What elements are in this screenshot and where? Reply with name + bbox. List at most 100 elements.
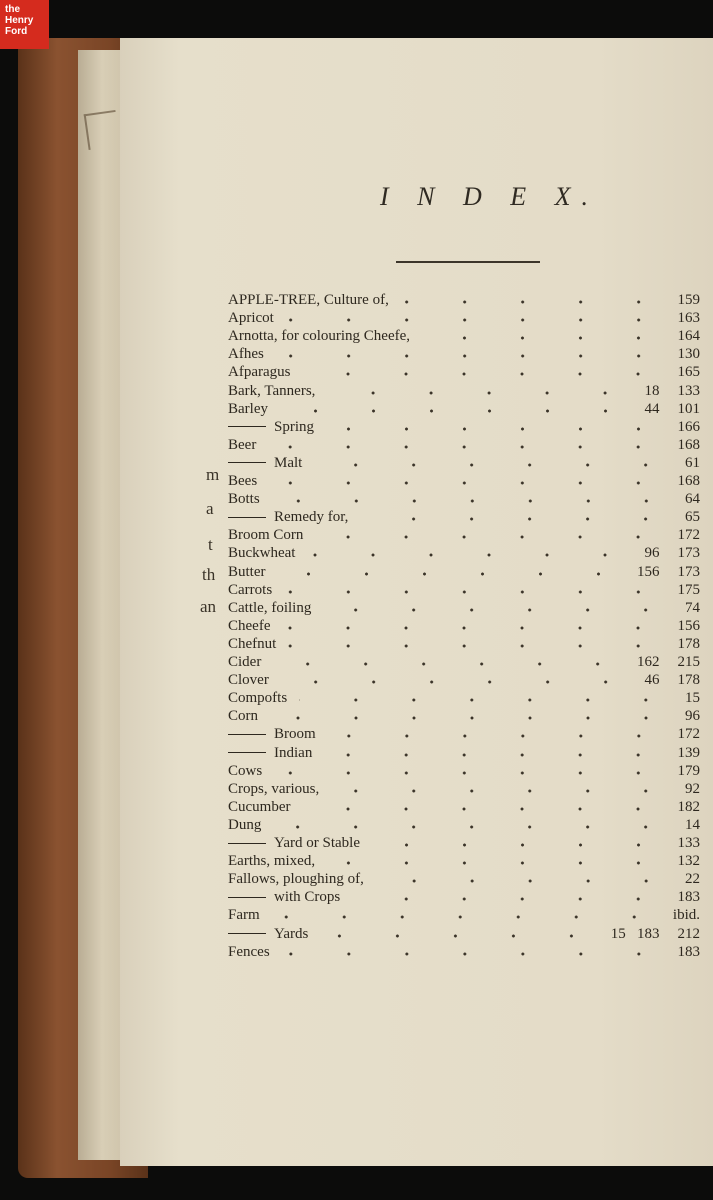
entry-pages: 44 101: [645, 400, 701, 418]
index-entry: Afhes 130: [228, 345, 700, 363]
entry-page-number: 178: [677, 635, 701, 652]
entry-page-number: 179: [677, 762, 701, 779]
entry-label-text: Compofts: [228, 690, 288, 707]
leader-dots: [307, 553, 635, 558]
leader-dots: [323, 607, 675, 612]
ditto-dash: [228, 933, 266, 934]
index-entry: Beer 168: [228, 436, 700, 454]
entry-page-number: 130: [677, 346, 701, 363]
leader-dots: [281, 951, 668, 956]
leader-dots: [352, 897, 668, 902]
entry-page-number: 22: [685, 871, 700, 888]
entry-label-text: Spring: [274, 418, 315, 435]
entry-label: Crops, various,: [228, 780, 319, 798]
index-entry: Barley 44 101: [228, 400, 700, 418]
entry-pages: 175: [678, 581, 701, 599]
entry-label-text: Carrots: [228, 581, 273, 598]
ditto-dash: [228, 426, 266, 428]
index-entry: Corn 96: [228, 707, 700, 725]
entry-label: Remedy for,: [228, 508, 348, 526]
entry-page-number: 166: [677, 418, 701, 435]
logo-text: Henry: [5, 15, 34, 26]
leader-dots: [270, 716, 675, 721]
entry-page-number: 159: [677, 292, 701, 308]
entry-page-number: 178: [677, 672, 701, 689]
entry-pages: 159: [678, 291, 701, 309]
entry-label: Broom Corn: [228, 526, 303, 544]
entry-label-text: Fallows, ploughing of,: [228, 871, 364, 888]
leader-dots: [268, 444, 668, 449]
entry-label: Cider: [228, 653, 261, 671]
entry-label: Malt: [228, 454, 302, 472]
facing-page-fragment: an: [200, 597, 217, 616]
entry-pages: 92: [685, 780, 700, 798]
entry-label: Farm: [228, 906, 260, 924]
leader-dots: [302, 372, 668, 377]
entry-label: Dung: [228, 816, 261, 834]
entry-extra-pages: 46: [644, 672, 660, 689]
index-entry: Spring 166: [228, 418, 700, 436]
leader-dots: [320, 933, 601, 938]
entry-label: Compofts: [228, 689, 287, 707]
index-entry: Remedy for, 65: [228, 508, 700, 526]
title-rule: [396, 261, 540, 263]
leader-dots: [314, 462, 675, 467]
entry-pages: 172: [678, 526, 701, 544]
entry-pages: 96: [685, 707, 700, 725]
entry-label-text: Farm: [228, 907, 260, 924]
entry-label: APPLE-TREE, Culture of,: [228, 291, 389, 309]
entry-label-text: with Crops: [274, 889, 341, 906]
entry-page-number: 168: [677, 473, 701, 489]
ditto-dash: [228, 733, 266, 735]
entry-label: Arnotta, for colouring Cheefe,: [228, 327, 410, 345]
leader-dots: [422, 336, 668, 341]
index-entry: Chefnut 178: [228, 635, 700, 653]
entry-label-text: Broom: [274, 726, 316, 743]
index-entry: APPLE-TREE, Culture of, 159: [228, 291, 700, 309]
entry-pages: 178: [678, 635, 701, 653]
ditto-dash: [228, 752, 266, 753]
leader-dots: [315, 535, 668, 540]
entry-page-number: 61: [685, 454, 700, 471]
entry-label-text: Indian: [274, 744, 313, 761]
entry-label: Fallows, ploughing of,: [228, 870, 364, 888]
index-entry: Carrots 175: [228, 581, 700, 599]
entry-pages: 166: [678, 418, 701, 436]
entry-page-number: 164: [677, 328, 701, 345]
book-page: [120, 38, 713, 1166]
entry-label: Beer: [228, 436, 256, 454]
entry-label-text: Cattle, foiling: [228, 599, 312, 616]
entry-label-text: Beer: [228, 436, 257, 453]
entry-pages: 61: [685, 454, 700, 472]
index-entry: Broom Corn 172: [228, 526, 700, 544]
entry-page-number: 65: [685, 509, 700, 526]
entry-label: Fences: [228, 943, 270, 961]
entry-label: Barley: [228, 400, 268, 418]
entry-page-number: 183: [677, 943, 701, 960]
entry-pages: 179: [678, 762, 701, 780]
index-entry: Yards 15 183 212: [228, 925, 700, 943]
index-entry: Indian 139: [228, 744, 700, 762]
index-entry: with Crops 183: [228, 888, 700, 906]
entry-extra-pages: 162: [637, 654, 660, 670]
entry-label: Earths, mixed,: [228, 852, 315, 870]
entry-label-text: Cheefe: [228, 617, 271, 634]
entry-pages: 164: [678, 327, 701, 345]
entry-pages: 183: [678, 943, 701, 961]
leader-dots: [371, 843, 668, 847]
entry-page-number: 183: [677, 889, 701, 906]
entry-label-text: Crops, various,: [228, 780, 320, 797]
entry-label-text: Clover: [228, 672, 269, 689]
entry-page-number: 175: [677, 581, 701, 598]
leader-dots: [279, 408, 635, 413]
entry-extra-pages: 18: [644, 382, 660, 399]
index-entry: Dung 14: [228, 816, 700, 834]
entry-label: Yards: [228, 925, 308, 943]
entry-label: Indian: [228, 744, 312, 762]
entry-pages: 18 133: [645, 382, 701, 400]
entry-label: Cucumber: [228, 798, 290, 816]
entry-label: Yard or Stable: [228, 834, 360, 852]
index-entry: Cows 179: [228, 762, 700, 780]
entry-label-text: Dung: [228, 816, 262, 833]
entry-pages: 163: [678, 309, 701, 327]
